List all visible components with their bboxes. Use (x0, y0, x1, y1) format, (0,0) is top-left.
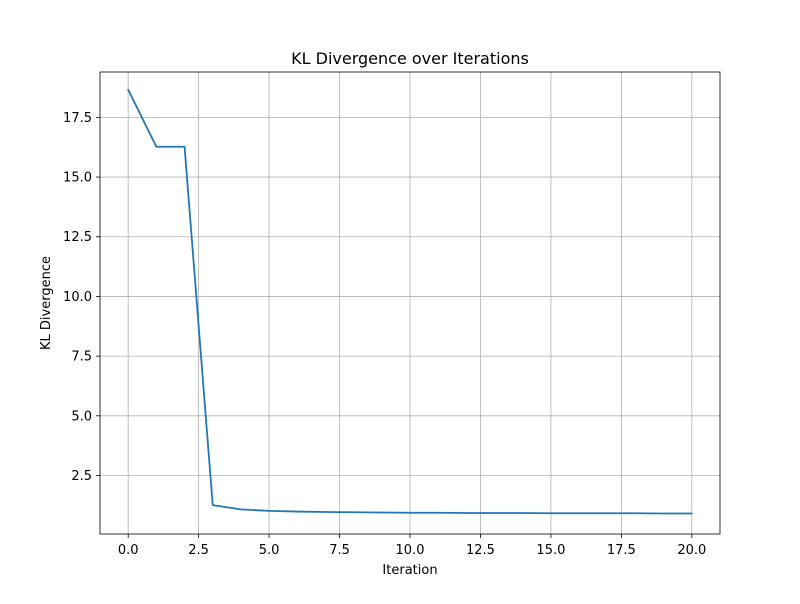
y-tick-label: 10.0 (63, 290, 92, 305)
y-tick-label: 5.0 (71, 409, 92, 424)
x-tick-label: 12.5 (466, 543, 495, 558)
x-tick-label: 0.0 (118, 543, 139, 558)
series-layer (127, 88, 693, 515)
y-tick-label: 7.5 (71, 350, 92, 365)
x-axis: 0.0 2.5 5.0 7.5 10.0 12.5 15.0 17.5 20.0 (118, 534, 706, 558)
y-axis-label: KL Divergence (39, 256, 54, 350)
chart-title: KL Divergence over Iterations (291, 49, 529, 68)
x-tick-label: 2.5 (188, 543, 209, 558)
grid-lines (100, 72, 720, 534)
y-tick-label: 17.5 (63, 111, 92, 126)
x-tick-label: 17.5 (607, 543, 636, 558)
x-tick-label: 15.0 (536, 543, 565, 558)
y-tick-label: 2.5 (71, 469, 92, 484)
y-axis: 2.5 5.0 7.5 10.0 12.5 15.0 17.5 (63, 111, 100, 484)
x-axis-label: Iteration (382, 563, 437, 578)
series-line (127, 88, 693, 515)
y-tick-label: 12.5 (63, 230, 92, 245)
x-tick-label: 20.0 (677, 543, 706, 558)
x-tick-label: 7.5 (329, 543, 350, 558)
x-tick-label: 10.0 (396, 543, 425, 558)
x-tick-label: 5.0 (259, 543, 280, 558)
y-tick-label: 15.0 (63, 171, 92, 186)
